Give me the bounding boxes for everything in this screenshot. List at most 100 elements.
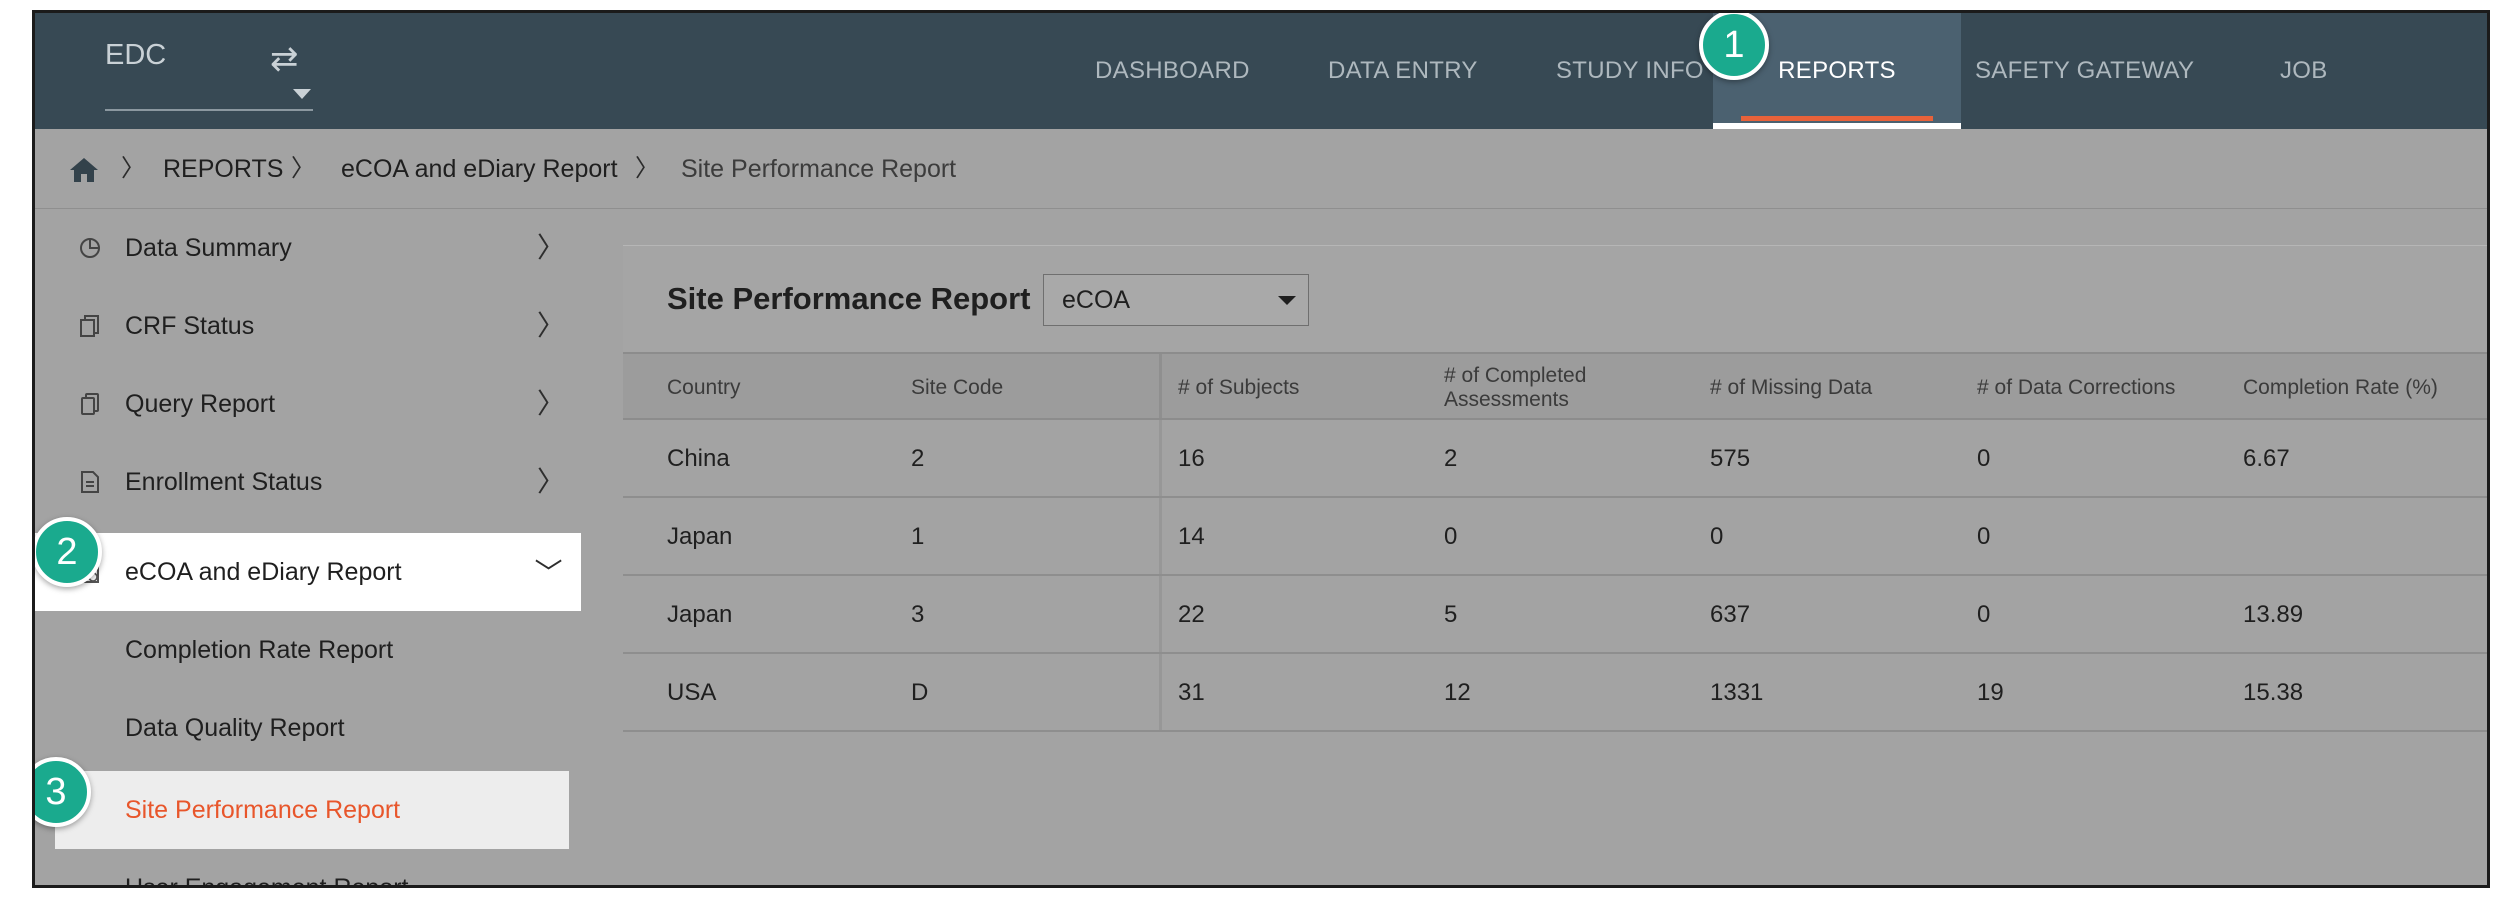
column-header[interactable]: # of Missing Data bbox=[1710, 376, 1873, 399]
sub-item-data-quality[interactable]: Data Quality Report bbox=[125, 714, 345, 742]
cell-corrections: 0 bbox=[1977, 523, 1991, 550]
table-row[interactable]: Japan 1 14 0 0 0 0 bbox=[623, 498, 2490, 576]
cell-completion-rate: 15.38 bbox=[2243, 679, 2304, 706]
cell-completion-rate: 6.67 bbox=[2243, 445, 2290, 472]
column-divider bbox=[1159, 498, 1162, 574]
table-row[interactable]: USA D 31 12 1331 19 15.38 1 bbox=[623, 654, 2490, 732]
nav-dashboard[interactable]: DASHBOARD bbox=[1095, 57, 1250, 84]
cell-subjects: 31 bbox=[1178, 679, 1205, 706]
cell-site-code: 2 bbox=[911, 445, 925, 472]
breadcrumb: 〉 REPORTS 〉 eCOA and eDiary Report 〉 Sit… bbox=[35, 129, 2487, 209]
sidebar-item-label: Enrollment Status bbox=[125, 468, 323, 496]
highlight-bar bbox=[1713, 123, 1961, 129]
documents-icon bbox=[80, 315, 99, 337]
column-header[interactable]: Site Code bbox=[911, 376, 1004, 399]
page-title: Site Performance Report bbox=[667, 281, 1031, 316]
callout-badge-1: 1 bbox=[1699, 13, 1769, 80]
callout-badge-2: 2 bbox=[35, 517, 102, 587]
cell-extra: 6 bbox=[2489, 420, 2490, 498]
pie-chart-icon bbox=[80, 238, 100, 258]
cell-completed: 0 bbox=[1444, 523, 1458, 550]
cell-corrections: 19 bbox=[1977, 679, 2004, 706]
breadcrumb-ecoa[interactable]: eCOA and eDiary Report bbox=[341, 155, 618, 183]
document-icon bbox=[81, 471, 99, 493]
cell-completed: 12 bbox=[1444, 679, 1471, 706]
report-type-select[interactable]: eCOA bbox=[1043, 274, 1309, 326]
sidebar-item-label: eCOA and eDiary Report bbox=[125, 558, 402, 586]
cell-country: Japan bbox=[667, 601, 733, 628]
cell-missing: 575 bbox=[1710, 445, 1751, 472]
cell-site-code: D bbox=[911, 679, 929, 706]
study-selector[interactable] bbox=[105, 89, 313, 111]
nav-reports[interactable]: REPORTS bbox=[1713, 13, 1961, 129]
caret-down-icon bbox=[293, 89, 311, 99]
chevron-right-icon: 〉 bbox=[291, 155, 315, 182]
column-header[interactable]: # of Subjects bbox=[1178, 376, 1300, 399]
cell-extra: 8 bbox=[2489, 576, 2490, 654]
cell-subjects: 22 bbox=[1178, 601, 1205, 628]
column-header[interactable]: # of Data Corrections bbox=[1977, 376, 2176, 399]
cell-country: Japan bbox=[667, 523, 733, 550]
sidebar-item-label: Query Report bbox=[125, 390, 276, 418]
column-header[interactable]: C bbox=[2489, 354, 2490, 422]
column-header[interactable]: Country bbox=[667, 376, 741, 399]
cell-completed: 5 bbox=[1444, 601, 1458, 628]
cell-corrections: 0 bbox=[1977, 601, 1991, 628]
cell-extra: 1 bbox=[2489, 654, 2490, 732]
cell-completed: 2 bbox=[1444, 445, 1458, 472]
chevron-right-icon: 〉 bbox=[537, 388, 566, 419]
table-row[interactable]: China 2 16 2 575 0 6.67 6 bbox=[623, 420, 2490, 498]
chevron-right-icon: 〉 bbox=[537, 310, 566, 341]
app-window: EDC ⇄ DASHBOARD DATA ENTRY STUDY INFO RE… bbox=[32, 10, 2490, 888]
panel-header: Site Performance Report eCOA bbox=[623, 246, 2487, 352]
cell-country: China bbox=[667, 445, 730, 472]
chevron-down-icon: 〉 bbox=[532, 557, 564, 587]
nav-study-info[interactable]: STUDY INFO bbox=[1556, 57, 1704, 84]
cell-missing: 637 bbox=[1710, 601, 1751, 628]
sub-item-user-engagement[interactable]: User Engagement Report bbox=[125, 874, 409, 888]
cell-site-code: 1 bbox=[911, 523, 925, 550]
column-header[interactable]: Completion Rate (%) bbox=[2243, 376, 2438, 399]
chevron-right-icon: 〉 bbox=[537, 466, 566, 497]
table-row[interactable]: Japan 3 22 5 637 0 13.89 8 bbox=[623, 576, 2490, 654]
report-type-value: eCOA bbox=[1062, 286, 1131, 314]
cell-completion-rate: 13.89 bbox=[2243, 601, 2304, 628]
nav-job[interactable]: JOB bbox=[2280, 57, 2328, 84]
top-navigation-bar: EDC ⇄ DASHBOARD DATA ENTRY STUDY INFO RE… bbox=[35, 13, 2487, 129]
cell-country: USA bbox=[667, 679, 717, 706]
swap-arrows-icon[interactable]: ⇄ bbox=[270, 40, 299, 78]
app-brand: EDC bbox=[105, 39, 167, 71]
sidebar: Data Summary 〉 CRF Status 〉 Query Report… bbox=[35, 209, 593, 888]
sidebar-item-query-report[interactable]: Query Report 〉 bbox=[35, 365, 581, 443]
column-divider bbox=[1159, 576, 1162, 652]
chevron-right-icon: 〉 bbox=[537, 232, 566, 263]
column-header[interactable]: # of Completed Assessments bbox=[1444, 364, 1587, 411]
main-nav: DASHBOARD DATA ENTRY STUDY INFO REPORTS … bbox=[35, 13, 2487, 129]
nav-safety-gateway[interactable]: SAFETY GATEWAY bbox=[1975, 57, 2195, 84]
sidebar-item-label: Data Summary bbox=[125, 234, 292, 262]
chevron-right-icon: 〉 bbox=[635, 155, 659, 182]
column-divider bbox=[1159, 420, 1162, 496]
caret-down-icon bbox=[1278, 296, 1296, 305]
cell-missing: 0 bbox=[1710, 523, 1724, 550]
cell-extra: 0 bbox=[2489, 498, 2490, 576]
sidebar-item-data-summary[interactable]: Data Summary 〉 bbox=[35, 209, 581, 287]
nav-data-entry[interactable]: DATA ENTRY bbox=[1328, 57, 1478, 84]
sub-item-completion-rate[interactable]: Completion Rate Report bbox=[125, 636, 394, 664]
column-divider bbox=[1159, 354, 1162, 418]
sub-item-site-performance[interactable]: Site Performance Report bbox=[55, 771, 569, 849]
sidebar-item-crf-status[interactable]: CRF Status 〉 bbox=[35, 287, 581, 365]
breadcrumb-reports[interactable]: REPORTS bbox=[163, 155, 284, 183]
sidebar-item-ecoa-ediary[interactable]: eCOA and eDiary Report 〉 bbox=[35, 533, 581, 611]
cell-subjects: 14 bbox=[1178, 523, 1205, 550]
copy-icon bbox=[81, 393, 99, 415]
callout-badge-3: 3 bbox=[35, 757, 91, 827]
cell-site-code: 3 bbox=[911, 601, 925, 628]
breadcrumb-current: Site Performance Report bbox=[681, 155, 957, 183]
sidebar-item-enrollment-status[interactable]: Enrollment Status 〉 bbox=[35, 443, 581, 521]
home-icon[interactable] bbox=[69, 157, 99, 183]
column-divider bbox=[1159, 654, 1162, 730]
cell-corrections: 0 bbox=[1977, 445, 1991, 472]
chevron-right-icon: 〉 bbox=[121, 155, 145, 182]
nav-reports-label: REPORTS bbox=[1778, 57, 1896, 84]
